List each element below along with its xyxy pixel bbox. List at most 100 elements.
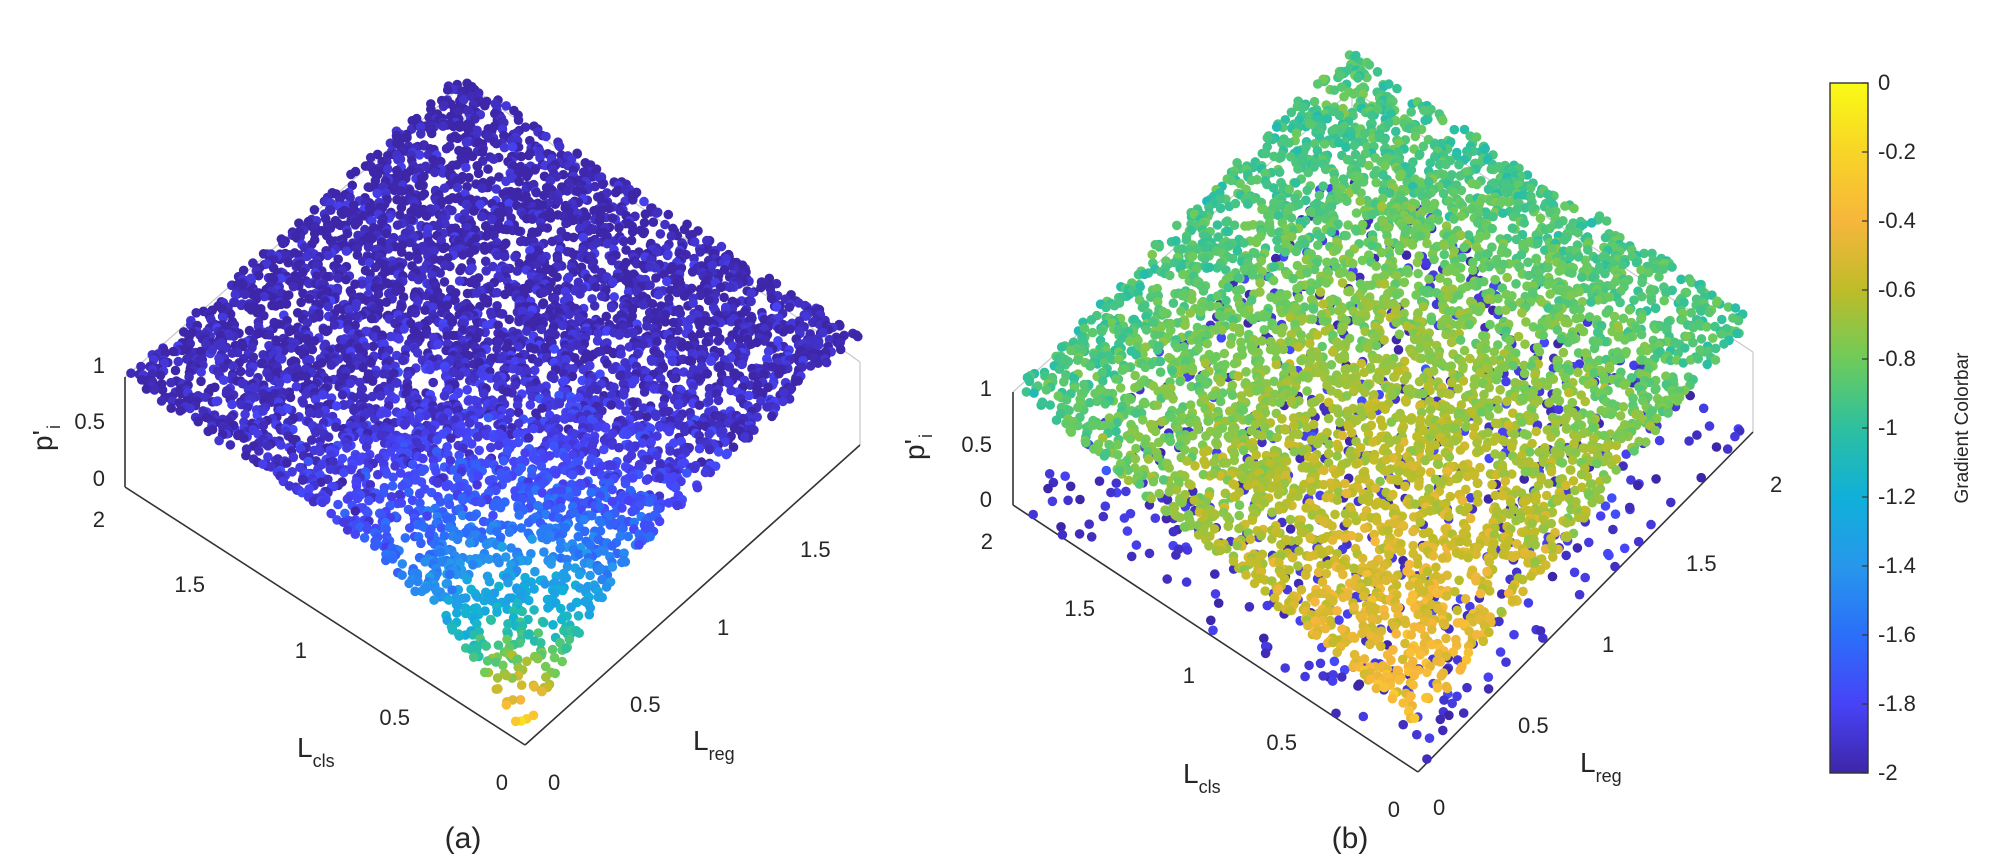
scatter-point — [394, 489, 405, 500]
scatter-point — [465, 277, 476, 288]
scatter-point — [126, 368, 136, 379]
scatter-point — [614, 442, 624, 453]
scatter-point — [397, 570, 407, 580]
scatter-point — [274, 377, 285, 388]
scatter-point — [774, 368, 784, 379]
scatter-point — [415, 122, 426, 132]
scatter-point — [647, 299, 658, 309]
scatter-point — [166, 403, 176, 414]
scatter-point — [489, 501, 500, 512]
scatter-point — [494, 557, 504, 568]
scatter-point — [245, 367, 255, 378]
scatter-point — [393, 154, 403, 165]
scatter-point — [336, 207, 347, 218]
scatter-point — [607, 302, 617, 313]
scatter-point — [585, 352, 595, 363]
scatter-point — [559, 413, 569, 424]
scatter-point — [607, 496, 617, 507]
scatter-point — [567, 470, 578, 480]
scatter-point — [373, 469, 383, 480]
scatter-point — [649, 384, 659, 394]
scatter-point — [851, 330, 862, 340]
scatter-point — [383, 164, 393, 174]
scatter-point — [778, 396, 788, 407]
scatter-point — [258, 406, 268, 416]
scatter-point — [454, 145, 464, 156]
scatter-point — [467, 151, 478, 162]
scatter-point — [514, 510, 524, 520]
scatter-point — [713, 395, 724, 406]
scatter-point — [497, 541, 508, 552]
scatter-point — [494, 172, 504, 182]
scatter-point — [623, 531, 633, 542]
scatter-point — [458, 250, 468, 260]
scatter-point — [410, 308, 421, 318]
scatter-point — [416, 538, 426, 549]
scatter-point — [433, 221, 443, 232]
scatter-point — [501, 176, 511, 187]
scatter-point — [473, 471, 484, 481]
scatter-point — [662, 276, 672, 287]
scatter-point — [624, 442, 635, 452]
scatter-point — [549, 373, 559, 384]
scatter-point — [597, 179, 608, 190]
scatter-point — [610, 187, 621, 198]
scatter-point — [554, 398, 565, 409]
scatter-point — [679, 291, 690, 301]
scatter-point — [575, 478, 585, 489]
scatter-point — [455, 265, 465, 276]
scatter-point — [553, 195, 563, 206]
scatter-point — [488, 154, 499, 164]
scatter-point — [351, 311, 362, 322]
scatter-point — [533, 357, 543, 368]
scatter-point — [713, 336, 724, 346]
scatter-point — [398, 355, 408, 366]
scatter-point — [513, 115, 524, 125]
scatter-point — [454, 276, 465, 286]
scatter-point — [486, 442, 496, 453]
scatter-point — [363, 182, 374, 192]
scatter-point — [645, 280, 655, 291]
scatter-point — [504, 314, 515, 325]
scatter-point — [321, 326, 332, 337]
scatter-point — [487, 214, 497, 225]
scatter-point — [325, 223, 336, 233]
scatter-point — [168, 346, 179, 357]
scatter-point — [540, 579, 550, 589]
scatter-point — [719, 292, 729, 303]
scatter-point — [400, 533, 411, 543]
scatter-point — [345, 192, 355, 203]
scatter-point — [346, 169, 356, 180]
scatter-point — [542, 534, 552, 545]
scatter-point — [704, 396, 714, 407]
scatter-point — [805, 361, 816, 371]
scatter-point — [376, 409, 386, 419]
scatter-point — [364, 495, 374, 506]
data-points-a — [126, 78, 863, 727]
scatter-point — [298, 474, 309, 485]
scatter-point — [477, 211, 487, 222]
scatter-point — [447, 317, 458, 327]
scatter-point — [474, 445, 485, 456]
scatter-point — [473, 168, 484, 179]
scatter-point — [499, 142, 510, 153]
scatter-point — [294, 218, 304, 228]
scatter-point — [622, 429, 632, 440]
scatter-point — [504, 527, 515, 537]
scatter-point — [702, 235, 712, 246]
scatter-panel-a: 1 0.5 0 p'i 2 1.5 1 0.5 0 Lcls 0 0.5 1 1… — [27, 78, 863, 855]
scatter-point — [428, 377, 439, 388]
scatter-point — [574, 569, 585, 580]
scatter-point — [704, 444, 715, 455]
scatter-point — [651, 208, 662, 218]
scatter-point — [291, 372, 301, 382]
scatter-point — [528, 423, 539, 434]
scatter-point — [512, 429, 522, 439]
scatter-point — [166, 377, 176, 388]
scatter-point — [628, 328, 638, 338]
scatter-point — [653, 289, 664, 300]
scatter-point — [736, 359, 747, 370]
scatter-point — [452, 534, 463, 545]
scatter-point — [638, 300, 648, 310]
scatter-point — [342, 443, 352, 453]
